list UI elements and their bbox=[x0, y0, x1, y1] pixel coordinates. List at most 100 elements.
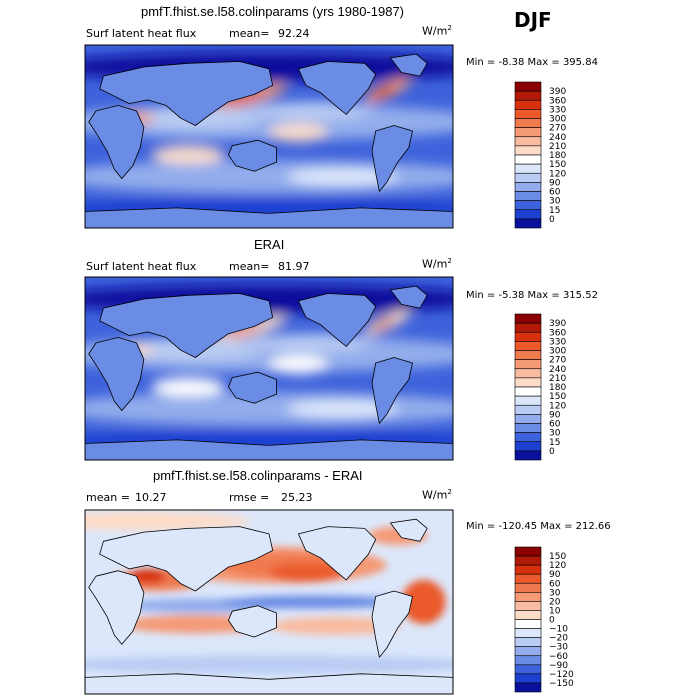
colorbar-tick-label: 10 bbox=[549, 606, 561, 616]
continent-outline bbox=[371, 357, 413, 424]
colorbar-swatch bbox=[514, 341, 542, 351]
colorbar-swatch bbox=[514, 637, 542, 647]
colorbar-tick-label: −20 bbox=[549, 634, 568, 644]
continent-outline bbox=[390, 285, 428, 309]
colorbar-swatch bbox=[514, 377, 542, 388]
panel3-title: pmfT.fhist.se.l58.colinparams - ERAI bbox=[153, 468, 363, 483]
colorbar-tick-label: −60 bbox=[549, 652, 568, 662]
continent-outline bbox=[228, 139, 277, 172]
colorbar-tick-label: −120 bbox=[549, 670, 574, 680]
continent-outline bbox=[390, 518, 428, 542]
colorbar-swatch bbox=[514, 322, 542, 333]
colorbar-tick-label: 120 bbox=[549, 169, 566, 179]
colorbar-swatch bbox=[514, 646, 542, 657]
panel3-minmax: Min = -120.45 Max = 212.66 bbox=[466, 521, 611, 532]
map-panel-2 bbox=[84, 276, 454, 461]
colorbar-tick-label: 240 bbox=[549, 365, 566, 375]
colorbar-swatch bbox=[514, 313, 542, 324]
map-panel-1 bbox=[84, 44, 454, 229]
colorbar-swatch bbox=[514, 601, 542, 611]
colorbar-tick-label: 0 bbox=[549, 447, 555, 457]
continent-outline bbox=[99, 526, 274, 592]
panel3-units: W/m2 bbox=[422, 488, 452, 502]
colorbar-tick-label: 120 bbox=[549, 561, 566, 571]
colorbar-tick-label: 30 bbox=[549, 197, 561, 207]
colorbar-swatch bbox=[514, 172, 542, 183]
continent-outline bbox=[88, 570, 145, 645]
colorbar-swatch bbox=[514, 564, 542, 575]
colorbar-tick-label: 0 bbox=[549, 215, 555, 225]
colorbar-tick-label: 60 bbox=[549, 579, 561, 589]
colorbar-tick-label: 330 bbox=[549, 105, 566, 115]
colorbar-swatch bbox=[514, 610, 542, 620]
colorbar-tick-label: −30 bbox=[549, 643, 568, 653]
colorbar-tick-label: 90 bbox=[549, 570, 561, 580]
colorbar-swatch bbox=[514, 191, 542, 201]
season-label: DJF bbox=[514, 8, 552, 32]
colorbar-tick-label: 15 bbox=[549, 438, 560, 448]
colorbar-swatch bbox=[514, 682, 542, 693]
continent-outline bbox=[85, 207, 453, 228]
colorbar-tick-label: 360 bbox=[549, 328, 566, 338]
colorbar-tick-label: 60 bbox=[549, 188, 561, 198]
colorbar-tick-label: 300 bbox=[549, 347, 566, 357]
continent-outline bbox=[228, 605, 277, 638]
colorbar-tick-label: 90 bbox=[549, 178, 561, 188]
colorbar-tick-label: 30 bbox=[549, 588, 561, 598]
panel1-mean-value: 92.24 bbox=[278, 27, 310, 40]
panel2-title: ERAI bbox=[254, 237, 285, 252]
colorbar-tick-label: 390 bbox=[549, 87, 566, 97]
colorbar-swatch bbox=[514, 423, 542, 433]
colorbar-tick-label: 150 bbox=[549, 392, 566, 402]
colorbar-tick-label: 150 bbox=[549, 160, 566, 170]
colorbar-swatch bbox=[514, 441, 542, 452]
colorbar-swatch bbox=[514, 118, 542, 128]
colorbar-swatch bbox=[514, 432, 542, 443]
map-frame bbox=[84, 44, 454, 229]
colorbar-tick-label: 90 bbox=[549, 410, 561, 420]
colorbar-swatch bbox=[514, 573, 542, 584]
colorbar-swatch bbox=[514, 200, 542, 211]
colorbar-swatch bbox=[514, 154, 542, 165]
colorbar-tick-label: 210 bbox=[549, 142, 566, 152]
colorbar-swatch bbox=[514, 81, 542, 92]
panel3-rmse-value: 25.23 bbox=[281, 491, 313, 504]
colorbar-tick-label: 30 bbox=[549, 429, 561, 439]
colorbar-tick-label: 270 bbox=[549, 124, 566, 134]
continent-outline bbox=[298, 526, 377, 581]
map-frame bbox=[84, 509, 454, 695]
continent-outline bbox=[371, 590, 413, 658]
colorbar-swatch bbox=[514, 136, 542, 147]
colorbar-swatch bbox=[514, 582, 542, 593]
colorbar-swatch bbox=[514, 182, 542, 192]
colorbar-swatch bbox=[514, 664, 542, 675]
colorbar-swatch bbox=[514, 350, 542, 360]
colorbar-swatch bbox=[514, 90, 542, 101]
colorbar-swatch bbox=[514, 404, 542, 415]
colorbar-tick-label: −10 bbox=[549, 625, 568, 635]
colorbar-tick-label: 180 bbox=[549, 151, 566, 161]
colorbar-tick-label: 330 bbox=[549, 337, 566, 347]
continent-outline bbox=[390, 53, 428, 77]
panel1-field: Surf latent heat flux bbox=[86, 27, 197, 40]
colorbar-swatch bbox=[514, 331, 542, 342]
panel2-mean-label: mean= bbox=[229, 260, 270, 273]
colorbar-swatch bbox=[514, 145, 542, 156]
panel1-minmax: Min = -8.38 Max = 395.84 bbox=[466, 57, 598, 68]
colorbar-tick-label: 270 bbox=[549, 356, 566, 366]
map-panel-3 bbox=[84, 509, 454, 695]
map-frame bbox=[84, 276, 454, 461]
colorbar-swatch bbox=[514, 655, 542, 666]
colorbar-tick-label: 120 bbox=[549, 401, 566, 411]
colorbar-tick-label: 60 bbox=[549, 420, 561, 430]
colorbar-tick-label: −90 bbox=[549, 661, 568, 671]
panel3-mean-label: mean = bbox=[86, 491, 130, 504]
continent-outline bbox=[85, 439, 453, 460]
colorbar-tick-label: 180 bbox=[549, 383, 566, 393]
panel1-title: pmfT.fhist.se.l58.colinparams (yrs 1980-… bbox=[141, 4, 405, 19]
colorbar-swatch bbox=[514, 546, 542, 557]
panel2-units: W/m2 bbox=[422, 257, 452, 271]
